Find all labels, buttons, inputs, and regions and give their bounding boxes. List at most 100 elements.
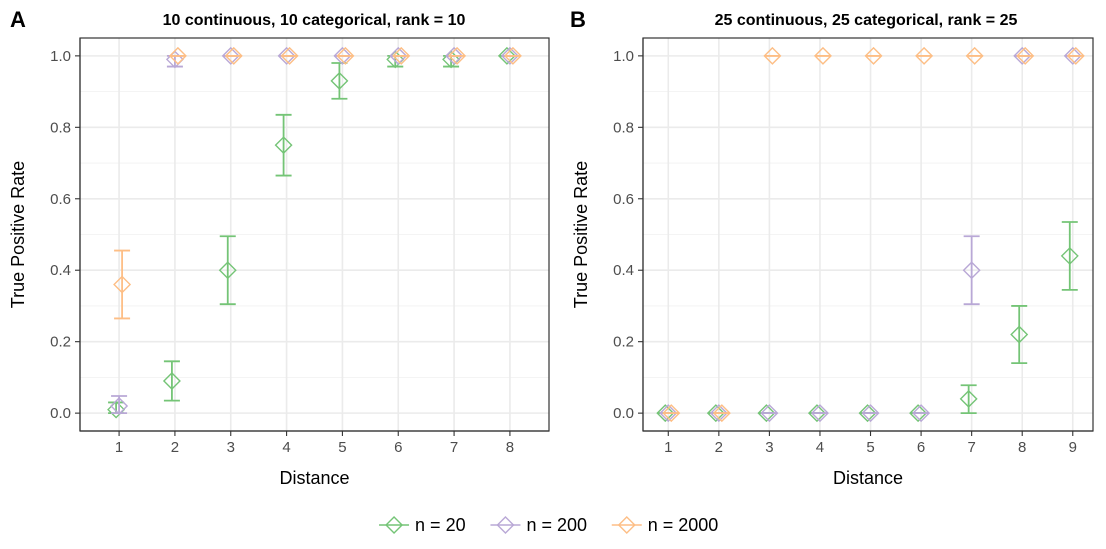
panel-border (642, 37, 1094, 432)
panel-border (79, 37, 550, 432)
y-tick-label: 0.8 (50, 119, 71, 136)
data-point (442, 50, 461, 69)
legend-label: n = 20 (415, 515, 466, 535)
data-point (389, 46, 408, 65)
error-bar (219, 235, 236, 306)
x-tick-label: 4 (282, 439, 290, 456)
data-point (807, 404, 826, 423)
x-tick-label: 6 (917, 439, 925, 456)
panel-b: 0.0 0.2 0.4 0.6 0.8 1.0 1 2 3 4 5 6 7 8 9 Distance True … (570, 7, 1094, 488)
legend-item: n = 200 (490, 515, 587, 535)
data-point (1063, 46, 1082, 65)
data-point (392, 46, 411, 65)
data-point (915, 46, 934, 65)
data-point (218, 261, 237, 280)
x-tick-label: 9 (1069, 439, 1077, 456)
x-tick-label: 5 (866, 439, 874, 456)
legend-item: n = 20 (379, 515, 466, 535)
error-bar (1061, 221, 1078, 291)
data-point (221, 46, 240, 65)
data-point (162, 371, 181, 390)
data-point (659, 404, 678, 423)
y-tick-label: 0.8 (613, 119, 634, 136)
x-tick-label: 2 (715, 439, 723, 456)
panel-label: A (10, 7, 26, 32)
x-tick-label: 5 (338, 439, 346, 456)
data-point (810, 404, 829, 423)
x-tick-label: 2 (171, 439, 179, 456)
data-point (386, 50, 405, 69)
x-tick-label: 8 (506, 439, 514, 456)
y-tick-label: 0.4 (613, 262, 634, 279)
data-point (110, 397, 129, 415)
x-tick-label: 6 (394, 439, 402, 456)
legend-label: n = 200 (526, 515, 587, 535)
data-point (656, 404, 675, 423)
legend: n = 20 n = 200 n = 2000 (379, 515, 718, 535)
y-tick-label: 0.0 (613, 405, 634, 422)
x-tick-label: 3 (765, 439, 773, 456)
data-point (330, 71, 349, 90)
y-tick-label: 0.6 (613, 191, 634, 208)
data-point (706, 404, 725, 423)
data-point (1013, 46, 1032, 65)
legend-label: n = 2000 (648, 515, 719, 535)
data-point (1016, 46, 1035, 65)
y-axis-title: True Positive Rate (571, 161, 591, 308)
panel-title: 25 continuous, 25 categorical, rank = 25 (715, 12, 1018, 29)
data-point (274, 136, 293, 155)
x-tick-label: 7 (450, 439, 458, 456)
data-point (912, 404, 931, 423)
panel-label: B (570, 7, 586, 32)
data-point (864, 46, 883, 65)
legend-key-diamond (385, 516, 404, 534)
x-axis-title: Distance (279, 468, 349, 488)
data-point (712, 404, 731, 423)
error-bar (1011, 305, 1028, 365)
legend-key-diamond (496, 516, 515, 534)
data-point (861, 404, 880, 423)
y-tick-label: 0.6 (50, 191, 71, 208)
data-point (709, 404, 728, 423)
data-point (813, 46, 832, 65)
y-tick-label: 0.0 (50, 405, 71, 422)
y-tick-label: 0.2 (613, 334, 634, 351)
data-point (757, 404, 776, 423)
data-point (965, 46, 984, 65)
x-tick-label: 1 (664, 439, 672, 456)
data-point (113, 275, 132, 294)
y-tick-label: 1.0 (50, 48, 71, 65)
data-point (224, 46, 243, 65)
data-point (763, 46, 782, 65)
data-point (280, 46, 299, 65)
data-point (1060, 246, 1079, 265)
x-axis-title: Distance (833, 468, 903, 488)
data-point (168, 46, 187, 65)
y-tick-label: 1.0 (613, 48, 634, 65)
data-point (1010, 325, 1029, 344)
series-n-2000 (662, 46, 1085, 423)
data-point (448, 46, 467, 65)
data-point (445, 46, 464, 65)
x-tick-label: 4 (816, 439, 824, 456)
data-point (497, 46, 516, 65)
data-point (277, 46, 296, 65)
error-bar (963, 235, 980, 306)
data-point (962, 261, 981, 280)
data-point (1066, 46, 1085, 65)
x-tick-label: 8 (1018, 439, 1026, 456)
error-bar (114, 249, 131, 320)
x-tick-label: 7 (967, 439, 975, 456)
data-point (909, 404, 928, 423)
data-point (500, 46, 519, 65)
error-bar (163, 360, 180, 402)
data-point (959, 389, 978, 408)
data-point (662, 404, 681, 423)
y-axis-title: True Positive Rate (8, 161, 28, 308)
data-point (503, 46, 522, 65)
error-bar (275, 113, 292, 177)
legend-key-diamond (617, 516, 636, 534)
series-n-2000 (113, 46, 522, 320)
